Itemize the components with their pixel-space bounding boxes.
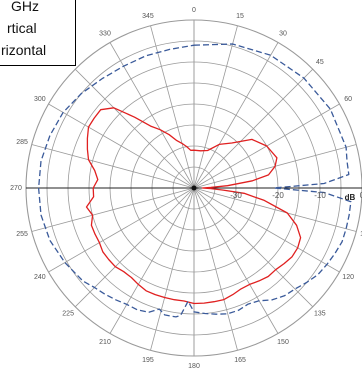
grid-spoke	[109, 42, 195, 189]
angle-tick-label: 255	[16, 231, 28, 238]
label-layer: 0153045607590105120135150165180195210225…	[10, 7, 362, 370]
grid-spoke	[31, 187, 195, 232]
radial-tick-label: -20	[272, 191, 284, 200]
grid-spoke	[109, 187, 195, 334]
angle-tick-label: 30	[279, 31, 287, 38]
angle-tick-label: 180	[188, 363, 200, 370]
legend-item-horizontal: rizontal	[1, 42, 47, 58]
angle-tick-label: 300	[34, 96, 46, 103]
grid-spoke	[150, 187, 195, 351]
angle-tick-label: 45	[316, 59, 324, 66]
angle-tick-label: 150	[277, 339, 289, 346]
angle-tick-label: 195	[142, 357, 154, 364]
grid-spoke	[31, 144, 195, 189]
radial-tick-label: -30	[230, 191, 242, 200]
grid-spoke	[74, 187, 195, 308]
grid-spoke	[193, 42, 279, 189]
grid-spoke	[193, 187, 340, 273]
grid-spoke	[193, 25, 238, 189]
legend-frequency: GHz	[11, 0, 39, 14]
grid-spoke	[193, 187, 279, 334]
series-layer	[37, 43, 352, 318]
series-vertical-curve	[85, 107, 302, 305]
radial-unit-label: dB	[345, 193, 356, 202]
radial-tick-label: -10	[314, 191, 326, 200]
grid-spoke	[193, 187, 357, 232]
grid-spoke	[193, 68, 314, 189]
grid-spoke	[150, 25, 195, 189]
grid-spoke	[74, 68, 195, 189]
radial-tick-label: 0	[360, 191, 362, 200]
angle-tick-label: 330	[99, 31, 111, 38]
angle-tick-label: 0	[192, 7, 196, 14]
grid-spoke	[48, 103, 195, 189]
angle-tick-label: 225	[62, 311, 74, 318]
grid-spoke	[193, 187, 238, 351]
polar-grid	[25, 19, 362, 357]
grid-spoke	[193, 187, 314, 308]
angle-tick-label: 60	[344, 96, 352, 103]
series-horizontal-curve	[37, 43, 352, 318]
center-point	[191, 185, 197, 191]
angle-tick-label: 270	[10, 185, 22, 192]
angle-tick-label: 15	[236, 13, 244, 20]
angle-tick-label: 285	[16, 139, 28, 146]
angle-tick-label: 105	[360, 231, 362, 238]
angle-tick-label: 120	[342, 274, 354, 281]
angle-tick-label: 240	[34, 274, 46, 281]
legend-item-vertical: rtical	[7, 20, 37, 36]
angle-tick-label: 210	[99, 339, 111, 346]
grid-spoke	[48, 187, 195, 273]
angle-tick-label: 165	[234, 357, 246, 364]
angle-tick-label: 345	[142, 13, 154, 20]
legend: GHz rtical rizontal	[0, 0, 76, 66]
angle-tick-label: 135	[314, 311, 326, 318]
